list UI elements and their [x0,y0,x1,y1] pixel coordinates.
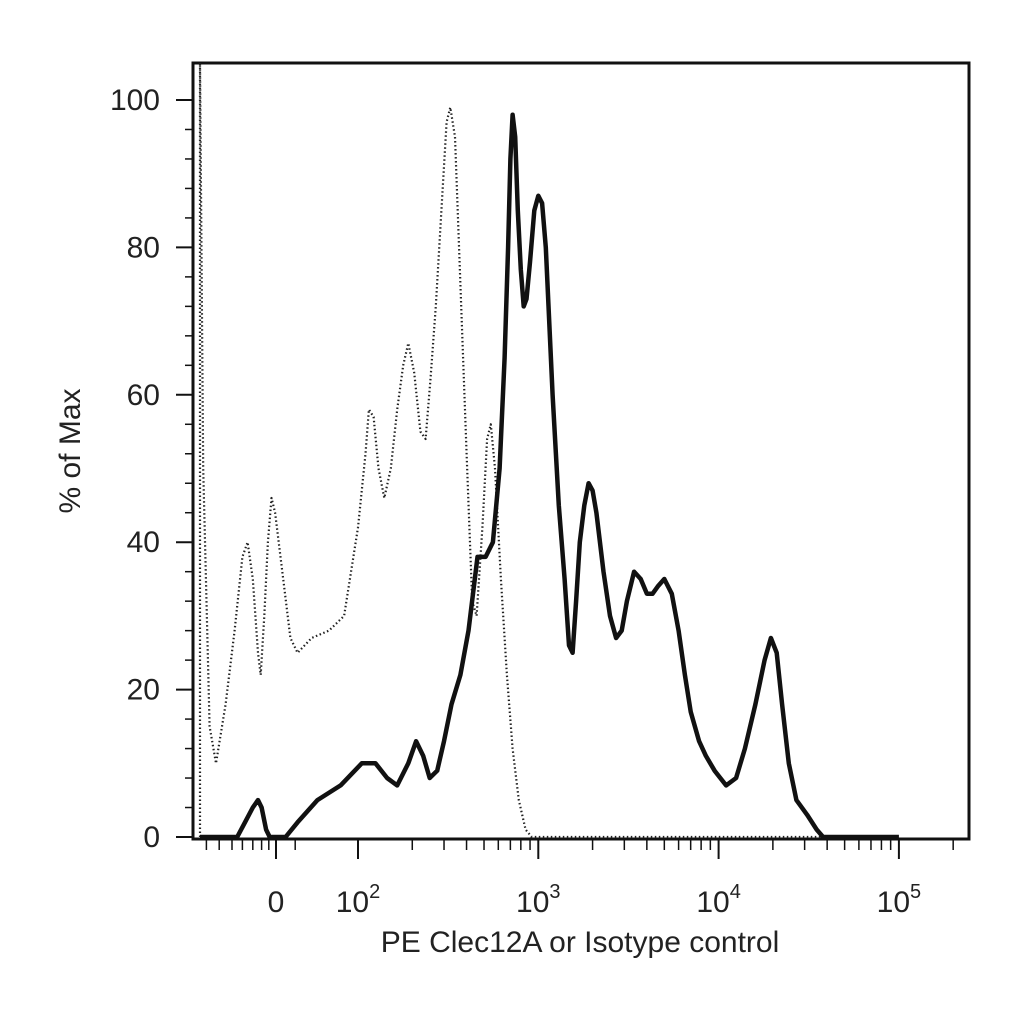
plot-frame [191,61,971,841]
isotype-control-histogram [198,62,899,839]
y-tick-label: 20 [127,674,160,707]
x-tick-label: 102 [336,881,381,919]
y-tick-label: 80 [127,231,160,264]
x-tick-label: 0 [268,886,285,919]
y-axis-ticks: 0 20 40 60 80 100 [110,84,193,854]
series-layer [198,62,899,840]
y-tick-label: 60 [127,379,160,412]
x-axis-ticks: 0 102 103 104 105 [205,839,954,919]
x-tick-label: 103 [516,881,561,919]
x-axis-title: PE Clec12A or Isotype control [381,926,780,959]
clec12a-histogram [200,112,899,840]
y-tick-label: 0 [143,821,160,854]
y-axis-title: % of Max [54,388,87,513]
x-tick-label: 104 [696,881,741,919]
y-tick-label: 40 [127,526,160,559]
y-tick-label: 100 [110,84,160,117]
x-tick-label: 105 [877,881,922,919]
